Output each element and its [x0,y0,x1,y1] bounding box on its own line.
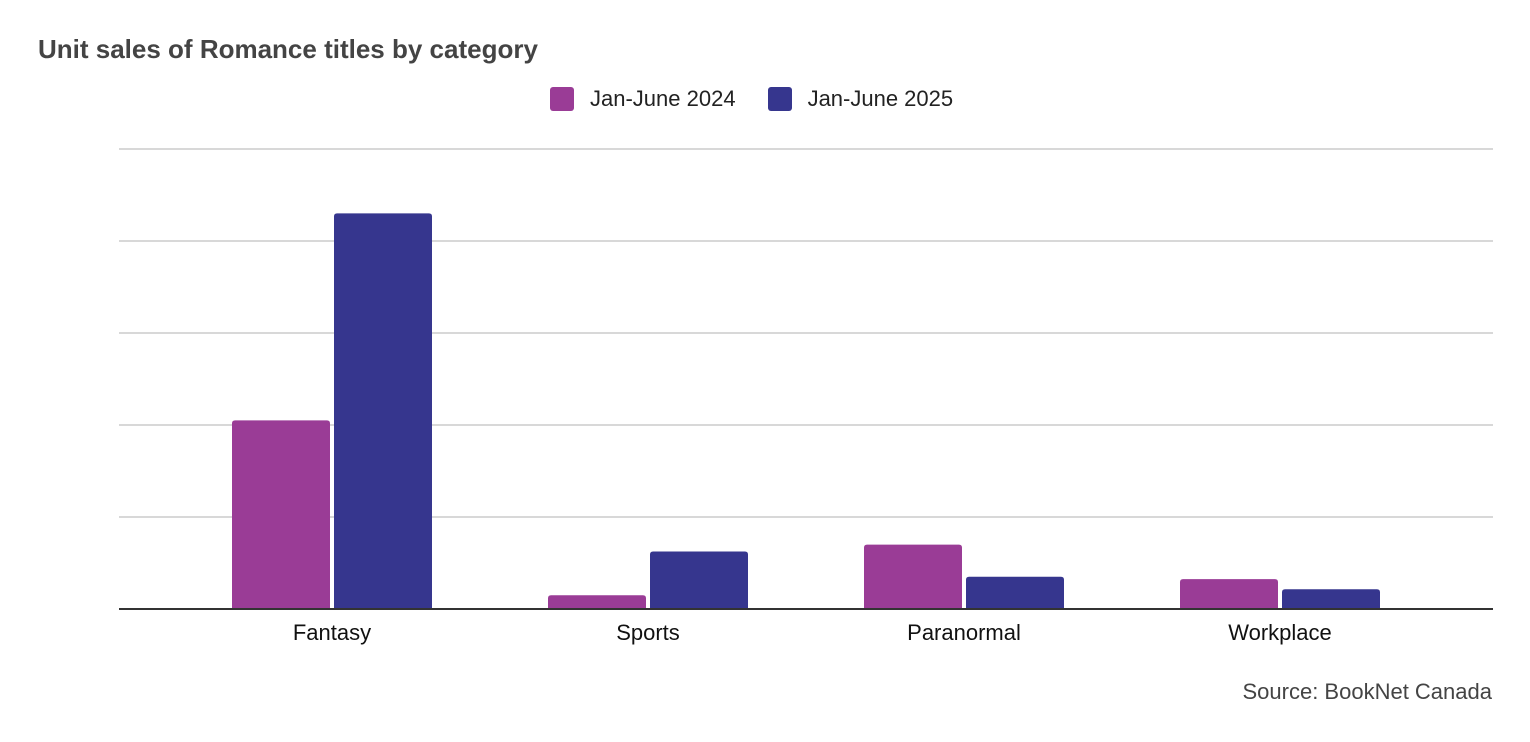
x-tick-label: Workplace [1228,620,1332,645]
bar-fantasy-2024 [232,420,330,609]
source-note: Source: BookNet Canada [1242,679,1493,704]
legend-label-2024: Jan-June 2024 [590,86,736,111]
bar-sports-2024 [548,595,646,609]
legend-item-2024: Jan-June 2024 [550,86,736,112]
bar-workplace-2024 [1180,579,1278,609]
bar-sports-2025 [650,551,748,609]
legend-item-2025: Jan-June 2025 [767,86,954,112]
x-tick-label: Paranormal [907,620,1021,645]
bar-paranormal-2024 [864,544,962,609]
bar-workplace-2025 [1282,589,1380,609]
legend-label-2025: Jan-June 2025 [807,86,954,111]
bar-paranormal-2025 [966,576,1064,609]
legend-swatch-2025 [767,87,792,111]
x-tick-label: Sports [616,620,680,645]
bar-fantasy-2025 [334,213,432,609]
x-tick-label: Fantasy [293,620,371,645]
legend: Jan-June 2024 Jan-June 2025 [550,86,985,112]
chart-title: Unit sales of Romance titles by category [38,34,538,64]
legend-swatch-2024 [550,87,574,111]
